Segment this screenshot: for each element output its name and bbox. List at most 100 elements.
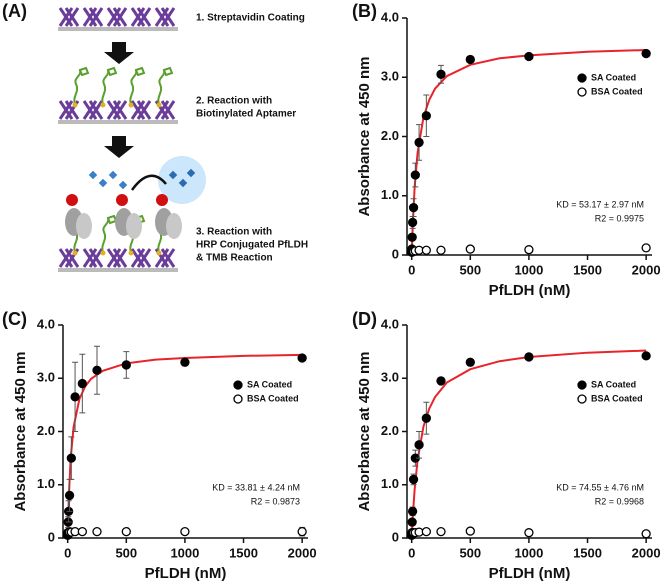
data-point (641, 48, 651, 59)
streptavidin (82, 99, 104, 121)
x-tick-label: 0 (408, 262, 415, 277)
x-tick-label: 1500 (573, 262, 602, 277)
annotation: R2 = 0.9968 (595, 496, 644, 506)
annotation: KD = 53.17 ± 2.97 nM (556, 199, 644, 209)
y-tick-label: 0 (392, 246, 399, 261)
legend-marker (577, 73, 587, 83)
legend-marker (233, 380, 243, 390)
data-point (64, 490, 75, 501)
legend-label: BSA Coated (591, 86, 643, 96)
data-point (436, 526, 446, 537)
streptavidin (106, 99, 128, 121)
streptavidin (130, 99, 152, 121)
step-text: & TMB Reaction (196, 253, 273, 264)
data-point (121, 360, 131, 370)
data-point (436, 69, 446, 79)
legend-marker (577, 380, 587, 390)
x-tick-label: 500 (115, 545, 137, 560)
data-point (92, 526, 102, 537)
y-axis-title: Absorbance at 450 nm (356, 351, 373, 511)
tmb-oxidized (168, 168, 196, 188)
surface (58, 27, 178, 31)
data-point (465, 244, 475, 254)
data-point (641, 243, 651, 253)
data-point (436, 245, 446, 255)
aptamer (155, 67, 173, 109)
legend-marker (577, 87, 587, 97)
arrow (104, 42, 134, 64)
data-point (414, 137, 424, 148)
y-tick-label: 4.0 (381, 316, 399, 331)
panel-label: (C) (2, 309, 27, 329)
x-tick-label: 1500 (573, 545, 602, 560)
y-tick-label: 2.0 (381, 423, 399, 438)
panel-label: (D) (352, 309, 377, 329)
y-tick-label: 1.0 (37, 476, 55, 491)
panel-label: (A) (2, 1, 27, 21)
data-point (121, 526, 131, 537)
legend-label: SA Coated (591, 379, 636, 389)
data-point (641, 351, 651, 361)
annotation: KD = 74.55 ± 4.76 nM (556, 482, 644, 492)
streptavidin (130, 6, 152, 28)
y-tick-label: 0 (392, 529, 399, 544)
data-point (421, 413, 431, 423)
data-point (407, 517, 417, 527)
data-point (421, 245, 431, 255)
reaction-arrow (130, 174, 167, 191)
x-axis-title: PfLDH (nM) (145, 565, 227, 582)
legend-label: BSA Coated (591, 393, 643, 403)
data-point (410, 170, 420, 180)
schematic: (A) 1. Streptavidin Coating 2. Reaction … (2, 1, 308, 272)
data-point (408, 202, 419, 213)
data-point (92, 365, 102, 375)
data-point (180, 526, 190, 537)
surface (58, 268, 178, 272)
data-point (70, 392, 80, 402)
x-tick-label: 2000 (632, 262, 661, 277)
x-tick-label: 2000 (632, 545, 661, 560)
data-point (407, 506, 418, 517)
tmb (88, 170, 128, 190)
data-point (408, 474, 419, 485)
annotation: R2 = 0.9975 (595, 213, 644, 223)
data-point (77, 526, 87, 537)
streptavidin (58, 6, 80, 28)
panel-label: (B) (352, 1, 377, 21)
data-point (180, 357, 190, 367)
x-axis-title: PfLDH (nM) (489, 565, 571, 582)
x-tick-label: 500 (459, 545, 481, 560)
data-point (407, 232, 417, 242)
annotation: R2 = 0.9873 (251, 496, 300, 506)
pfldh (65, 194, 92, 239)
y-tick-label: 4.0 (381, 9, 399, 24)
data-point (524, 245, 534, 255)
data-point (524, 352, 534, 362)
step-text: HRP Conjugated PfLDH (196, 240, 308, 251)
data-point (465, 357, 475, 367)
y-tick-label: 3.0 (381, 370, 399, 385)
y-tick-label: 4.0 (37, 316, 55, 331)
streptavidin (82, 247, 104, 269)
data-point (421, 526, 431, 537)
y-tick-label: 2.0 (37, 423, 55, 438)
legend-label: BSA Coated (247, 393, 299, 403)
data-point (641, 529, 651, 539)
step-text: 2. Reaction with (196, 96, 272, 107)
step-text: 1. Streptavidin Coating (196, 13, 305, 24)
pfldh (115, 194, 142, 239)
surface (58, 120, 178, 124)
data-point (66, 453, 76, 463)
x-tick-label: 1000 (170, 545, 199, 560)
streptavidin (154, 6, 176, 28)
legend-label: SA Coated (247, 379, 292, 389)
step-text: 3. Reaction with (196, 227, 272, 238)
legend-marker (577, 394, 587, 404)
data-point (77, 378, 87, 389)
data-point (436, 376, 446, 386)
x-tick-label: 0 (408, 545, 415, 560)
data-point (414, 440, 424, 450)
x-axis-title: PfLDH (nM) (489, 282, 571, 299)
streptavidin (106, 6, 128, 28)
